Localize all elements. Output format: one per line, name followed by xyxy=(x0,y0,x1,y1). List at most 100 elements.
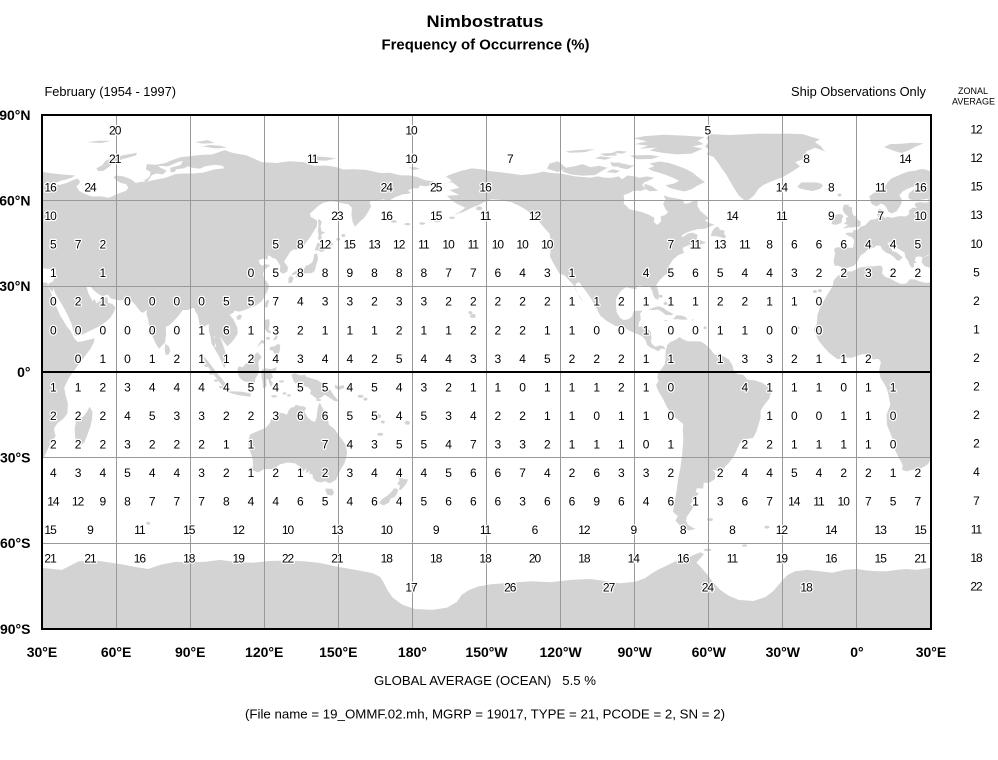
svg-text:10: 10 xyxy=(492,238,505,252)
svg-text:7: 7 xyxy=(470,438,477,452)
svg-text:4: 4 xyxy=(174,380,181,394)
svg-text:21: 21 xyxy=(331,552,344,566)
svg-text:2: 2 xyxy=(223,466,230,480)
svg-text:14: 14 xyxy=(825,523,838,537)
svg-text:2: 2 xyxy=(495,409,502,423)
svg-text:60°N: 60°N xyxy=(0,193,31,209)
svg-text:1: 1 xyxy=(346,323,353,337)
svg-text:2: 2 xyxy=(618,295,625,309)
svg-text:180°: 180° xyxy=(398,644,427,660)
svg-text:90°N: 90°N xyxy=(0,107,31,123)
svg-text:14: 14 xyxy=(788,495,801,509)
svg-text:9: 9 xyxy=(99,495,106,509)
svg-text:2: 2 xyxy=(544,295,551,309)
svg-text:1: 1 xyxy=(593,438,600,452)
svg-text:6: 6 xyxy=(470,495,477,509)
svg-text:20: 20 xyxy=(109,123,122,137)
svg-text:1: 1 xyxy=(569,409,576,423)
svg-text:3: 3 xyxy=(495,438,502,452)
svg-text:0: 0 xyxy=(667,323,674,337)
svg-text:8: 8 xyxy=(803,152,810,166)
svg-text:1: 1 xyxy=(766,380,773,394)
svg-text:6: 6 xyxy=(742,495,749,509)
svg-text:0: 0 xyxy=(198,295,205,309)
svg-text:0: 0 xyxy=(50,295,57,309)
svg-text:4: 4 xyxy=(124,409,131,423)
svg-text:3: 3 xyxy=(742,352,749,366)
svg-text:1: 1 xyxy=(569,295,576,309)
svg-text:2: 2 xyxy=(248,352,255,366)
svg-text:17: 17 xyxy=(405,580,418,594)
svg-text:1: 1 xyxy=(692,295,699,309)
svg-text:2: 2 xyxy=(248,409,255,423)
svg-text:4: 4 xyxy=(272,380,279,394)
svg-text:15: 15 xyxy=(183,523,196,537)
svg-text:2: 2 xyxy=(742,295,749,309)
svg-text:1: 1 xyxy=(618,409,625,423)
svg-text:0°: 0° xyxy=(17,364,30,380)
svg-text:4: 4 xyxy=(421,466,428,480)
svg-text:3: 3 xyxy=(124,438,131,452)
svg-text:1: 1 xyxy=(667,352,674,366)
svg-text:11: 11 xyxy=(468,238,480,252)
svg-text:1: 1 xyxy=(322,323,329,337)
svg-text:1: 1 xyxy=(791,438,798,452)
svg-text:1: 1 xyxy=(791,295,798,309)
svg-text:30°S: 30°S xyxy=(0,450,31,466)
svg-text:3: 3 xyxy=(717,495,724,509)
svg-text:14: 14 xyxy=(726,209,739,223)
svg-text:2: 2 xyxy=(840,266,847,280)
svg-text:7: 7 xyxy=(519,466,526,480)
svg-text:8: 8 xyxy=(766,238,773,252)
svg-text:1: 1 xyxy=(890,466,897,480)
svg-text:10: 10 xyxy=(970,237,983,251)
svg-text:8: 8 xyxy=(421,266,428,280)
svg-text:4: 4 xyxy=(973,465,980,479)
svg-text:6: 6 xyxy=(495,495,502,509)
svg-text:26: 26 xyxy=(504,580,517,594)
svg-text:Ship Observations Only: Ship Observations Only xyxy=(791,84,926,99)
svg-text:8: 8 xyxy=(371,266,378,280)
svg-text:1: 1 xyxy=(569,266,576,280)
svg-text:0: 0 xyxy=(816,409,823,423)
svg-text:27: 27 xyxy=(603,580,616,594)
svg-text:2: 2 xyxy=(766,438,773,452)
svg-text:12: 12 xyxy=(529,209,542,223)
svg-text:4: 4 xyxy=(198,380,205,394)
svg-text:1: 1 xyxy=(297,466,304,480)
svg-text:0: 0 xyxy=(149,323,156,337)
svg-text:5: 5 xyxy=(297,380,304,394)
svg-text:4: 4 xyxy=(346,352,353,366)
svg-text:1: 1 xyxy=(791,380,798,394)
svg-text:8: 8 xyxy=(729,523,736,537)
svg-text:4: 4 xyxy=(322,352,329,366)
svg-text:1: 1 xyxy=(717,352,724,366)
svg-text:3: 3 xyxy=(198,466,205,480)
svg-text:1: 1 xyxy=(569,323,576,337)
svg-text:21: 21 xyxy=(914,552,927,566)
svg-text:30°W: 30°W xyxy=(766,644,801,660)
svg-text:7: 7 xyxy=(445,266,452,280)
svg-text:16: 16 xyxy=(44,181,57,195)
svg-text:11: 11 xyxy=(480,523,492,537)
svg-text:2: 2 xyxy=(495,295,502,309)
svg-text:1: 1 xyxy=(890,380,897,394)
svg-text:0: 0 xyxy=(124,323,131,337)
svg-text:3: 3 xyxy=(198,409,205,423)
svg-text:1: 1 xyxy=(816,352,823,366)
svg-text:5: 5 xyxy=(667,266,674,280)
svg-text:12: 12 xyxy=(72,495,85,509)
svg-text:4: 4 xyxy=(643,495,650,509)
svg-text:23: 23 xyxy=(331,209,344,223)
svg-text:0: 0 xyxy=(174,323,181,337)
svg-text:1: 1 xyxy=(149,352,156,366)
svg-text:6: 6 xyxy=(445,495,452,509)
svg-text:5: 5 xyxy=(890,495,897,509)
svg-text:1: 1 xyxy=(816,380,823,394)
svg-text:1: 1 xyxy=(50,266,57,280)
svg-text:13: 13 xyxy=(714,238,727,252)
svg-text:15: 15 xyxy=(914,523,927,537)
svg-text:0: 0 xyxy=(593,409,600,423)
svg-text:0: 0 xyxy=(75,352,82,366)
svg-text:21: 21 xyxy=(84,552,97,566)
